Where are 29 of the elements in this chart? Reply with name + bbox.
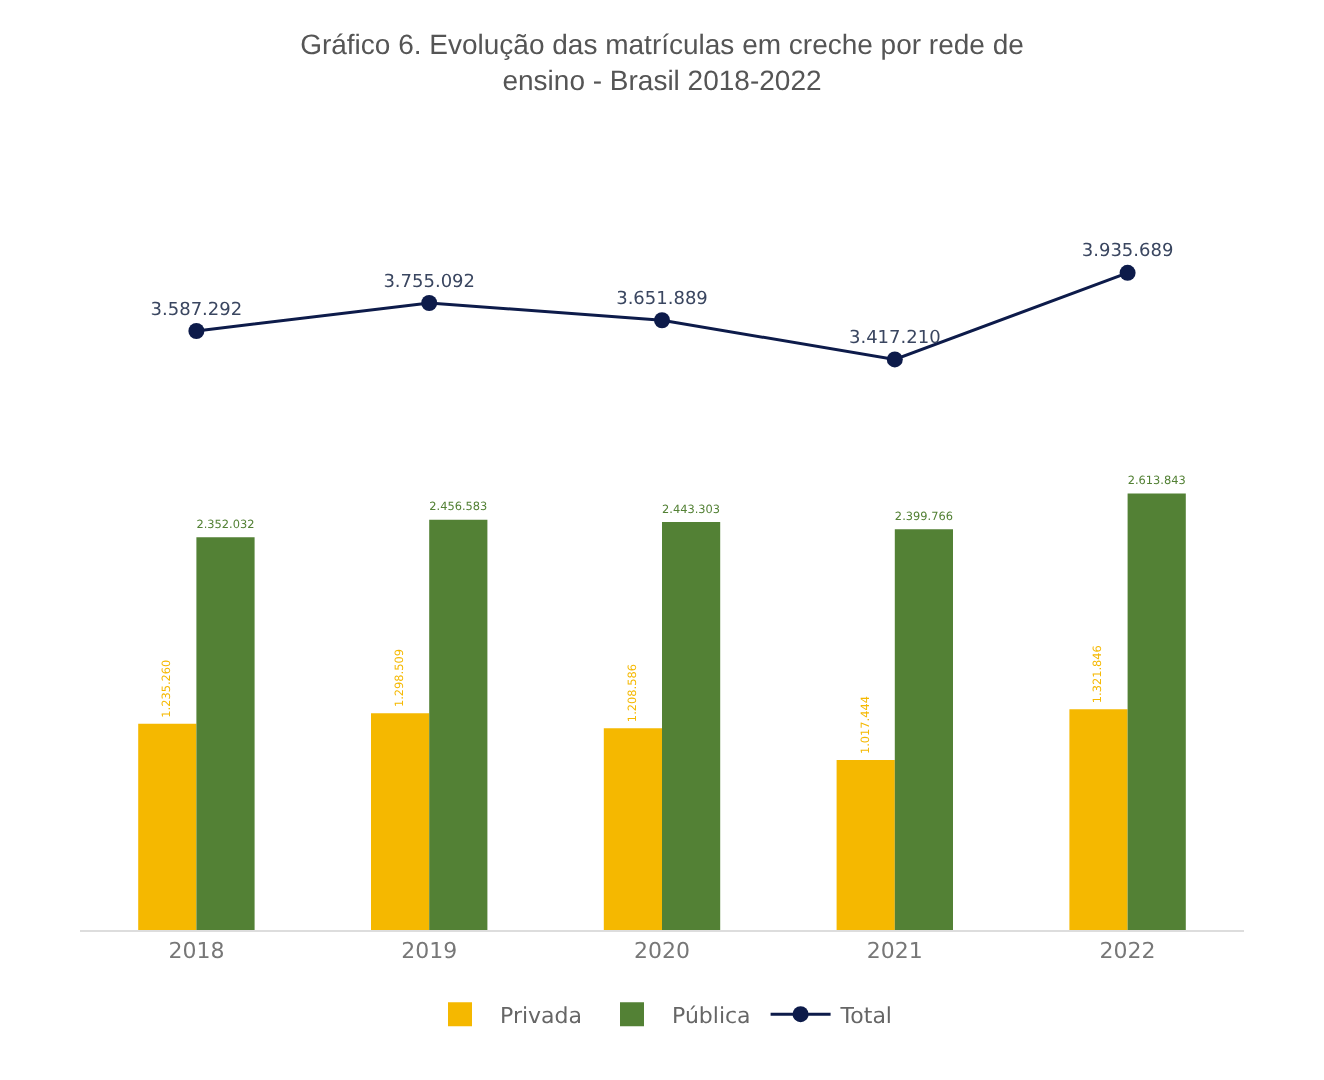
data-label: 3.417.210 [848, 328, 942, 349]
point [654, 312, 670, 329]
data-label: 3.651.889 [616, 289, 709, 310]
point [188, 323, 205, 340]
x-tick-label: 2021 [866, 938, 923, 965]
bar [836, 760, 895, 930]
x-tick-label: 2020 [634, 938, 690, 965]
x-tick-label: 2019 [401, 938, 458, 965]
x-tick-label: 2018 [168, 938, 225, 965]
bar [371, 713, 430, 930]
bar [662, 522, 721, 930]
legend-label: Total [838, 1002, 892, 1029]
point [1119, 264, 1136, 281]
bar [429, 519, 488, 930]
point [886, 351, 903, 368]
data-label: 3.935.689 [1081, 242, 1174, 263]
bar [138, 723, 197, 930]
bar [196, 537, 255, 930]
legend-label: Pública [672, 1002, 751, 1029]
bar [1069, 709, 1128, 930]
bar [603, 728, 662, 930]
bar [894, 529, 953, 930]
data-label: 3.755.092 [383, 272, 476, 293]
x-tick-label: 2022 [1099, 938, 1156, 965]
data-label: 3.587.292 [150, 300, 243, 321]
chart-title: Gráfico 6. Evolução das matrículas em creche por rede de ensino - Brasil 2018-2022 [300, 28, 1025, 97]
legend-label: Privada [500, 1002, 582, 1029]
bar [1127, 493, 1186, 930]
point [421, 295, 438, 312]
